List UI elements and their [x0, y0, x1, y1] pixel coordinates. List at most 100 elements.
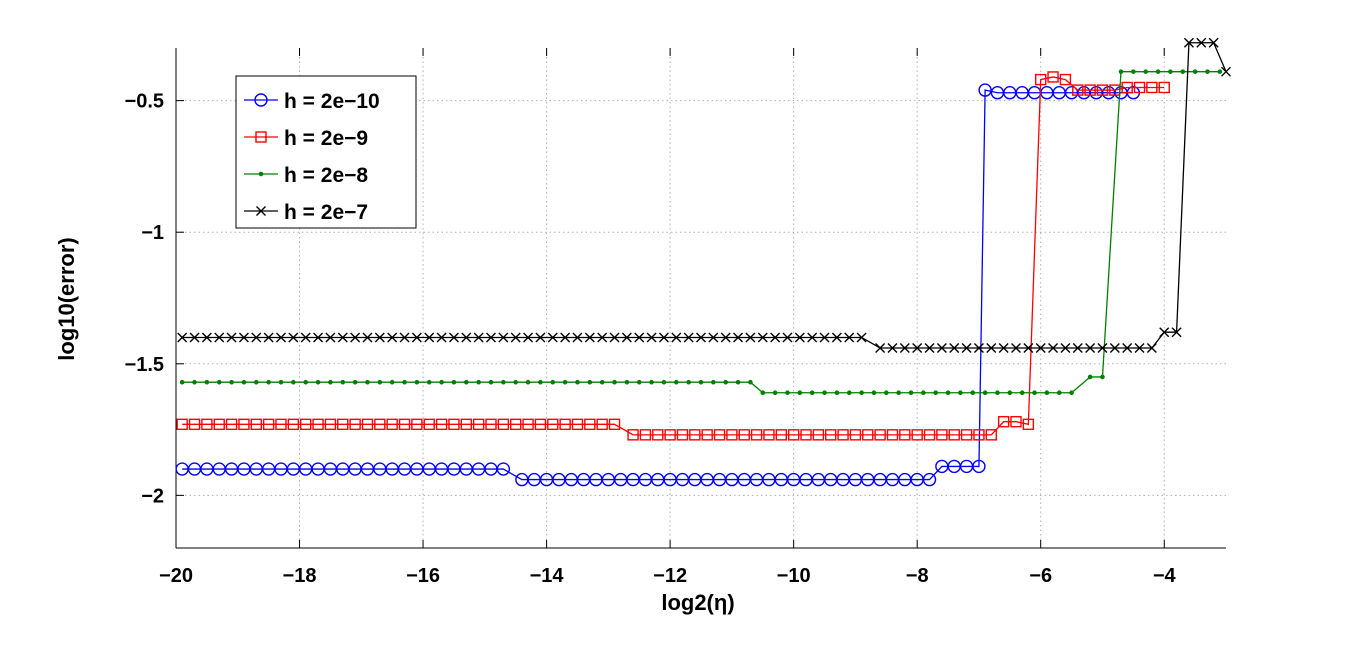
- data-point: [179, 379, 185, 385]
- data-point: [661, 379, 667, 385]
- data-point: [361, 418, 374, 431]
- data-point: [849, 429, 862, 441]
- data-point: [859, 390, 864, 396]
- series-group: [175, 37, 1231, 487]
- data-point: [733, 332, 744, 343]
- data-point: [538, 379, 543, 385]
- legend: h = 2e−10 h = 2e−9 h = 2e−8 h = 2e−7: [235, 75, 417, 229]
- data-point: [701, 429, 713, 441]
- data-point: [770, 332, 781, 343]
- data-point: [738, 429, 750, 441]
- data-point: [1048, 343, 1059, 353]
- data-point: [1023, 343, 1034, 353]
- data-point: [735, 379, 741, 385]
- data-point: [472, 418, 485, 431]
- data-point: [1097, 343, 1108, 353]
- data-point: [488, 379, 494, 385]
- x-tick-label: −20: [159, 565, 193, 587]
- data-point: [448, 332, 459, 343]
- data-point: [238, 332, 249, 343]
- data-point: [686, 379, 691, 385]
- data-point: [634, 332, 645, 343]
- data-point: [1217, 69, 1223, 74]
- data-point: [696, 332, 706, 343]
- data-point: [513, 379, 519, 385]
- data-point: [1060, 343, 1071, 353]
- data-point: [887, 343, 898, 353]
- data-point: [772, 390, 778, 396]
- data-point: [958, 390, 963, 396]
- data-point: [1100, 374, 1105, 380]
- data-point: [972, 459, 986, 474]
- data-point: [837, 429, 849, 441]
- data-point: [608, 418, 621, 431]
- data-point: [658, 332, 669, 343]
- data-point: [1085, 343, 1096, 353]
- data-point: [646, 332, 657, 343]
- data-point: [510, 418, 522, 431]
- data-point: [328, 379, 333, 385]
- data-point: [587, 379, 593, 385]
- data-point: [933, 390, 939, 396]
- series-1: [175, 83, 1141, 487]
- data-point: [785, 390, 790, 396]
- data-point: [970, 390, 976, 396]
- data-point: [313, 332, 324, 343]
- data-point: [794, 332, 805, 343]
- data-point: [176, 418, 188, 431]
- data-point: [1019, 390, 1025, 396]
- data-point: [201, 332, 212, 343]
- data-point: [204, 379, 210, 385]
- data-point: [177, 332, 188, 343]
- legend-label: h = 2e−8: [284, 164, 368, 187]
- data-point: [534, 418, 547, 431]
- data-point: [748, 379, 753, 385]
- data-point: [377, 379, 383, 385]
- data-point: [1155, 69, 1161, 74]
- legend-label: h = 2e−10: [284, 90, 380, 113]
- data-point: [809, 390, 815, 396]
- data-point: [522, 418, 534, 431]
- data-point: [213, 418, 225, 431]
- data-point: [1122, 343, 1133, 353]
- legend-marker: [256, 206, 266, 216]
- legend-label: h = 2e−9: [284, 127, 368, 150]
- data-point: [497, 418, 510, 431]
- data-point: [986, 343, 997, 353]
- data-point: [226, 332, 237, 343]
- data-point: [1221, 66, 1231, 77]
- data-point: [461, 332, 472, 343]
- y-tick-label: −1.5: [125, 354, 164, 376]
- data-point: [874, 429, 886, 441]
- data-point: [1069, 390, 1074, 396]
- data-point: [262, 418, 275, 431]
- data-point: [1205, 69, 1210, 74]
- data-point: [389, 379, 395, 385]
- data-point: [723, 379, 729, 385]
- data-point: [1192, 69, 1198, 74]
- data-point: [214, 332, 225, 343]
- data-point: [995, 390, 1000, 396]
- data-point: [797, 390, 803, 396]
- data-point: [263, 332, 274, 343]
- legend-item: h = 2e−8: [244, 164, 368, 187]
- data-point: [908, 390, 914, 396]
- data-point: [192, 379, 197, 385]
- data-point: [362, 332, 373, 343]
- data-point: [423, 418, 435, 431]
- data-point: [325, 332, 336, 343]
- data-point: [763, 429, 775, 441]
- data-point: [1059, 73, 1072, 86]
- data-point: [1146, 81, 1158, 94]
- data-point: [535, 332, 546, 343]
- data-point: [599, 379, 605, 385]
- data-point: [612, 379, 617, 385]
- data-point: [1208, 37, 1219, 48]
- data-point: [997, 415, 1010, 428]
- data-point: [1159, 327, 1170, 338]
- axes: [175, 48, 1226, 549]
- data-point: [649, 379, 654, 385]
- data-point: [1118, 69, 1124, 74]
- data-point: [676, 429, 689, 441]
